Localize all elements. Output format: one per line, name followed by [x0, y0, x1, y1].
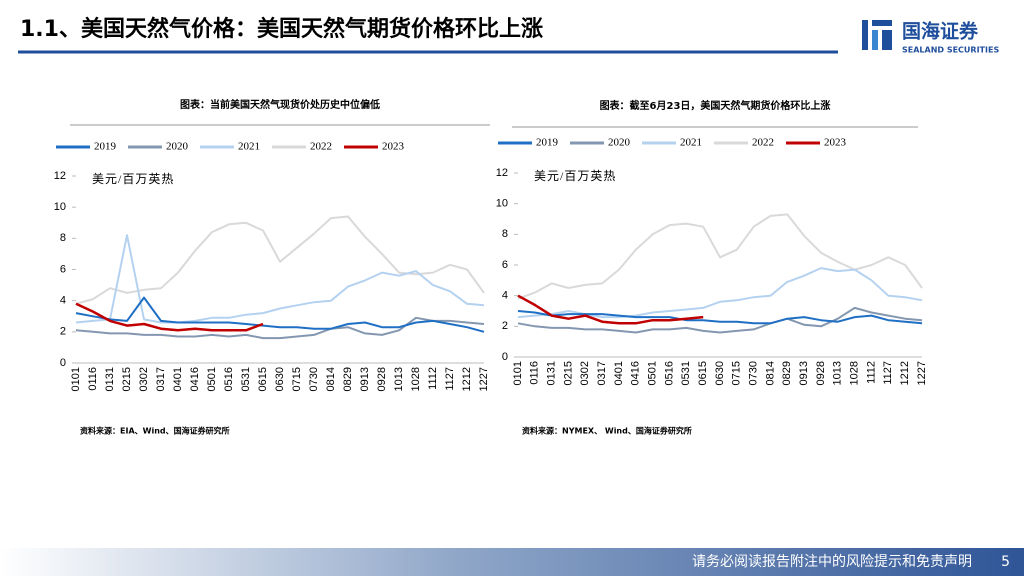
x-tick-label: 0730 [308, 367, 320, 391]
x-tick-label: 1227 [916, 361, 928, 385]
y-tick-label: 12 [54, 170, 66, 182]
legend-label: 2019 [94, 141, 117, 153]
legend-label: 2021 [680, 137, 702, 149]
source-note: 资料来源：EIA、Wind、国海证券研究所 [80, 426, 230, 436]
chart-title: 图表：截至6月23日，美国天然气期货价格环比上涨 [600, 99, 831, 112]
legend-label: 2023 [382, 141, 405, 153]
x-tick-label: 0615 [697, 361, 709, 385]
x-tick-label: 1127 [444, 367, 456, 391]
x-tick-label: 0913 [798, 361, 810, 385]
legend-label: 2023 [824, 137, 847, 149]
x-tick-label: 0101 [512, 361, 524, 385]
x-tick-label: 1127 [882, 361, 894, 385]
legend-label: 2021 [238, 141, 260, 153]
series-line [517, 306, 923, 334]
legend-label: 2019 [536, 137, 559, 149]
legend-label: 2020 [608, 137, 631, 149]
series-line [75, 215, 485, 305]
x-tick-label: 0913 [359, 367, 371, 391]
x-tick-label: 0531 [240, 367, 252, 391]
x-tick-label: 0401 [613, 361, 625, 385]
footer-disclaimer: 请务必阅读报告附注中的风险提示和免责声明 [692, 553, 972, 570]
x-tick-label: 0416 [189, 367, 201, 391]
source-note: 资料来源：NYMEX、 Wind、国海证券研究所 [522, 426, 692, 436]
x-tick-label: 0715 [291, 367, 303, 391]
x-tick-label: 0928 [815, 361, 827, 385]
x-tick-label: 0615 [257, 367, 269, 391]
x-tick-label: 0501 [647, 361, 659, 385]
x-tick-label: 0814 [325, 367, 337, 391]
x-tick-label: 1028 [849, 361, 861, 385]
y-tick-label: 8 [60, 232, 66, 244]
x-tick-label: 1227 [478, 367, 490, 391]
x-tick-label: 1212 [461, 367, 473, 391]
x-tick-label: 0116 [529, 361, 541, 385]
x-tick-label: 0516 [223, 367, 235, 391]
series-line [517, 294, 704, 325]
x-tick-label: 0501 [206, 367, 218, 391]
x-tick-label: 0302 [138, 367, 150, 391]
y-tick-label: 2 [60, 326, 66, 338]
y-tick-label: 2 [502, 320, 508, 332]
x-tick-label: 0317 [155, 367, 167, 391]
x-tick-label: 1212 [899, 361, 911, 385]
x-tick-label: 0814 [764, 361, 776, 385]
x-tick-label: 0101 [70, 367, 82, 391]
x-tick-label: 0215 [562, 361, 574, 385]
x-tick-label: 0317 [596, 361, 608, 385]
legend-label: 2020 [166, 141, 189, 153]
x-tick-label: 1013 [832, 361, 844, 385]
series-line [75, 234, 485, 324]
chart-title: 图表：当前美国天然气现货价处历史中位偏低 [180, 98, 380, 111]
y-tick-label: 10 [54, 201, 66, 213]
series-line [517, 213, 923, 300]
x-tick-label: 0131 [104, 367, 116, 391]
y-tick-label: 4 [502, 290, 508, 302]
x-tick-label: 1013 [393, 367, 405, 391]
x-tick-label: 0715 [731, 361, 743, 385]
y-tick-label: 12 [496, 167, 508, 179]
x-tick-label: 0131 [546, 361, 558, 385]
series-line [75, 296, 485, 333]
x-tick-label: 0116 [87, 367, 99, 391]
x-tick-label: 1028 [410, 367, 422, 391]
x-tick-label: 0730 [748, 361, 760, 385]
series-line [75, 316, 485, 340]
unit-label: 美元/百万英热 [534, 169, 616, 183]
x-tick-label: 0401 [172, 367, 184, 391]
x-tick-label: 0829 [342, 367, 354, 391]
x-tick-label: 0630 [714, 361, 726, 385]
x-tick-label: 0516 [663, 361, 675, 385]
y-tick-label: 6 [502, 259, 508, 271]
y-tick-label: 8 [502, 228, 508, 240]
x-tick-label: 1112 [865, 361, 877, 384]
x-tick-label: 0302 [579, 361, 591, 385]
y-tick-label: 6 [60, 263, 66, 275]
legend-label: 2022 [752, 137, 774, 149]
x-tick-label: 1112 [427, 367, 439, 390]
y-tick-label: 0 [502, 351, 508, 363]
x-tick-label: 0416 [630, 361, 642, 385]
logo-name: 国海证券 [902, 20, 979, 43]
y-tick-label: 0 [60, 357, 66, 369]
x-tick-label: 0215 [121, 367, 133, 391]
page-number: 5 [1001, 554, 1010, 570]
legend-label: 2022 [310, 141, 332, 153]
y-tick-label: 10 [496, 198, 508, 210]
x-tick-label: 0531 [680, 361, 692, 385]
unit-label: 美元/百万英热 [92, 172, 174, 186]
logo-sub: SEALAND SECURITIES [902, 46, 999, 55]
series-line [517, 310, 923, 325]
x-tick-label: 0829 [781, 361, 793, 385]
series-line [75, 302, 264, 332]
x-tick-label: 0630 [274, 367, 286, 391]
x-tick-label: 0928 [376, 367, 388, 391]
footer-bar [0, 548, 1024, 576]
slide-title: 1.1、美国天然气价格：美国天然气期货价格环比上涨 [20, 16, 543, 42]
logo-icon [862, 20, 892, 50]
y-tick-label: 4 [60, 295, 66, 307]
